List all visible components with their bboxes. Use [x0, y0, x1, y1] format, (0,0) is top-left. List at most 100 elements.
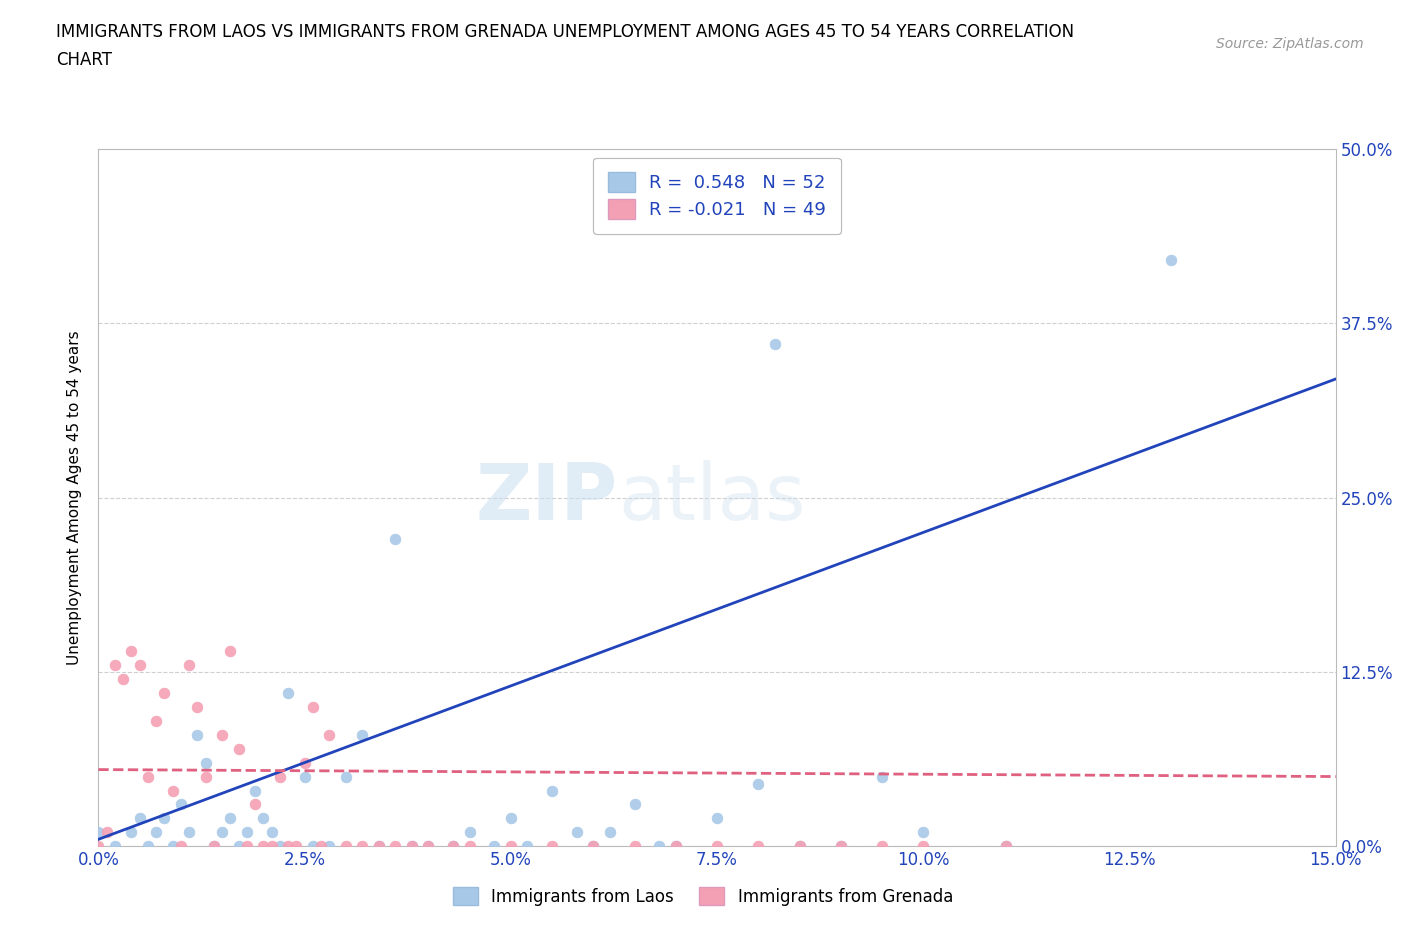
Point [870, 769, 893, 784]
Point [870, 839, 893, 854]
Point [384, 532, 406, 547]
Point [294, 769, 316, 784]
Point [202, 839, 225, 854]
Point [352, 839, 374, 854]
Point [541, 783, 564, 798]
Point [418, 839, 440, 854]
Point [763, 337, 786, 352]
Point [145, 825, 167, 840]
Point [994, 839, 1017, 854]
Point [830, 839, 852, 854]
Point [243, 783, 266, 798]
Point [228, 839, 250, 854]
Point [302, 839, 325, 854]
Point [128, 811, 150, 826]
Point [211, 825, 233, 840]
Point [565, 825, 588, 840]
Point [194, 769, 217, 784]
Point [269, 769, 291, 784]
Point [335, 769, 357, 784]
Point [260, 825, 283, 840]
Point [186, 699, 208, 714]
Point [186, 727, 208, 742]
Point [830, 839, 852, 854]
Point [170, 839, 193, 854]
Point [335, 839, 357, 854]
Point [367, 839, 389, 854]
Point [252, 839, 274, 854]
Point [211, 727, 233, 742]
Point [219, 811, 242, 826]
Point [179, 658, 201, 672]
Point [285, 839, 308, 854]
Point [104, 839, 127, 854]
Point [458, 839, 481, 854]
Text: CHART: CHART [56, 51, 112, 69]
Point [401, 839, 423, 854]
Point [120, 644, 142, 658]
Point [484, 839, 506, 854]
Point [236, 839, 259, 854]
Point [194, 755, 217, 770]
Point [541, 839, 564, 854]
Point [277, 839, 299, 854]
Point [145, 713, 167, 728]
Point [499, 839, 522, 854]
Point [582, 839, 605, 854]
Point [162, 783, 184, 798]
Point [153, 811, 176, 826]
Point [706, 839, 728, 854]
Point [441, 839, 464, 854]
Point [302, 699, 325, 714]
Point [352, 727, 374, 742]
Point [912, 839, 935, 854]
Point [219, 644, 242, 658]
Point [87, 839, 110, 854]
Point [418, 839, 440, 854]
Point [912, 825, 935, 840]
Point [260, 839, 283, 854]
Point [179, 825, 201, 840]
Y-axis label: Unemployment Among Ages 45 to 54 years: Unemployment Among Ages 45 to 54 years [67, 330, 83, 665]
Point [252, 811, 274, 826]
Point [665, 839, 688, 854]
Point [120, 825, 142, 840]
Point [516, 839, 538, 854]
Point [202, 839, 225, 854]
Point [401, 839, 423, 854]
Text: IMMIGRANTS FROM LAOS VS IMMIGRANTS FROM GRENADA UNEMPLOYMENT AMONG AGES 45 TO 54: IMMIGRANTS FROM LAOS VS IMMIGRANTS FROM … [56, 23, 1074, 41]
Point [87, 825, 110, 840]
Point [994, 839, 1017, 854]
Point [96, 825, 118, 840]
Point [269, 839, 291, 854]
Point [294, 755, 316, 770]
Legend: R =  0.548   N = 52, R = -0.021   N = 49: R = 0.548 N = 52, R = -0.021 N = 49 [593, 158, 841, 233]
Point [243, 797, 266, 812]
Point [153, 685, 176, 700]
Point [623, 797, 645, 812]
Point [318, 839, 340, 854]
Point [706, 811, 728, 826]
Point [128, 658, 150, 672]
Text: ZIP: ZIP [475, 459, 619, 536]
Point [367, 839, 389, 854]
Point [582, 839, 605, 854]
Point [747, 839, 769, 854]
Point [789, 839, 811, 854]
Point [170, 797, 193, 812]
Point [318, 727, 340, 742]
Point [1160, 253, 1182, 268]
Point [789, 839, 811, 854]
Point [623, 839, 645, 854]
Point [112, 671, 135, 686]
Point [136, 769, 159, 784]
Point [648, 839, 671, 854]
Point [104, 658, 127, 672]
Text: Source: ZipAtlas.com: Source: ZipAtlas.com [1216, 37, 1364, 51]
Point [599, 825, 621, 840]
Point [277, 685, 299, 700]
Point [309, 839, 332, 854]
Point [162, 839, 184, 854]
Point [747, 776, 769, 790]
Text: atlas: atlas [619, 459, 806, 536]
